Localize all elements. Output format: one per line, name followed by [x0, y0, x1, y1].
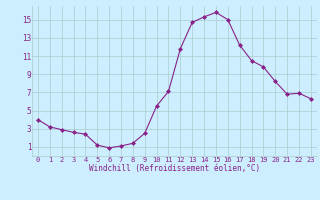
X-axis label: Windchill (Refroidissement éolien,°C): Windchill (Refroidissement éolien,°C) — [89, 164, 260, 173]
